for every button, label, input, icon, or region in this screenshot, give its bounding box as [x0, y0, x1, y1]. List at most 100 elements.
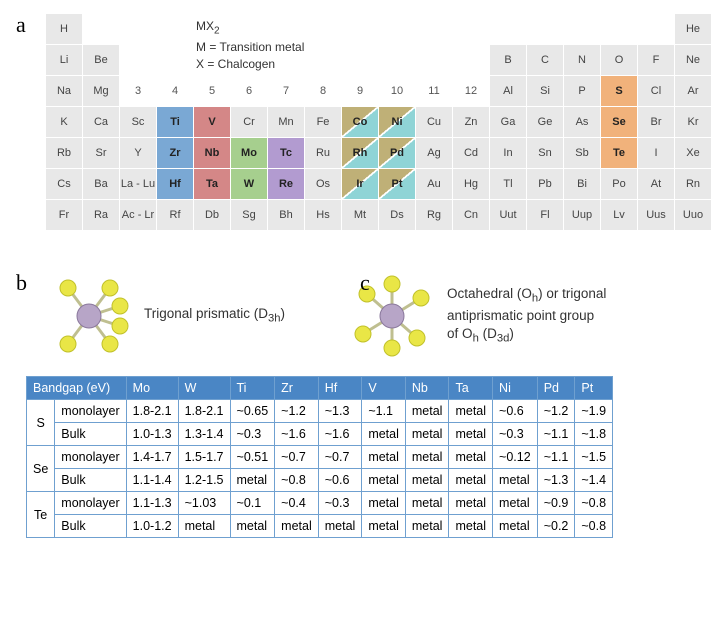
group-number: 6: [231, 76, 267, 106]
bg-row: Semonolayer1.4-1.71.5-1.7~0.51~0.7~0.7me…: [27, 446, 613, 469]
pt-cell-Ge: Ge: [527, 107, 563, 137]
bg-header-Hf: Hf: [318, 377, 362, 400]
bg-cell: 1.3-1.4: [178, 423, 230, 446]
pt-cell-Mo: Mo: [231, 138, 267, 168]
pt-cell-Ra: Ra: [83, 200, 119, 230]
group-number: 8: [305, 76, 341, 106]
bg-cell: ~0.12: [493, 446, 538, 469]
bg-cell: ~0.51: [230, 446, 275, 469]
pt-cell-Te: Te: [601, 138, 637, 168]
bg-layer: monolayer: [55, 492, 126, 515]
bg-cell: metal: [362, 492, 406, 515]
bg-cell: metal: [275, 515, 319, 538]
pt-cell-Br: Br: [638, 107, 674, 137]
bg-layer: Bulk: [55, 469, 126, 492]
bg-header-Ni: Ni: [493, 377, 538, 400]
bg-cell: ~1.2: [275, 400, 319, 423]
bg-layer: monolayer: [55, 400, 126, 423]
pt-empty: [453, 45, 489, 75]
geom-trigonal-prismatic: Trigonal prismatic (D3h): [46, 274, 285, 358]
pt-empty: [305, 45, 341, 75]
bg-cell: metal: [362, 423, 406, 446]
geometry-row: b c Trigonal prismatic (D3h): [10, 274, 715, 358]
pt-cell-S: S: [601, 76, 637, 106]
bg-cell: metal: [178, 515, 230, 538]
bg-cell: ~0.4: [275, 492, 319, 515]
panel-a: a MX2 M = Transition metal X = Chalcogen…: [10, 14, 715, 260]
label-b: b: [16, 270, 27, 296]
pt-cell-Bi: Bi: [564, 169, 600, 199]
bg-header-Mo: Mo: [126, 377, 178, 400]
pt-cell-He: He: [675, 14, 711, 44]
pt-empty: [157, 45, 193, 75]
bg-cell: ~1.9: [575, 400, 613, 423]
pt-cell-Co: Co: [342, 107, 378, 137]
pt-cell-Y: Y: [120, 138, 156, 168]
pt-cell-Se: Se: [601, 107, 637, 137]
bg-cell: ~1.8: [575, 423, 613, 446]
bg-cell: metal: [449, 515, 493, 538]
bg-header-V: V: [362, 377, 406, 400]
pt-empty: [83, 14, 119, 44]
pt-cell-Hg: Hg: [453, 169, 489, 199]
pt-cell-Uus: Uus: [638, 200, 674, 230]
geom-octahedral: Octahedral (Oh) or trigonal antiprismati…: [349, 274, 606, 358]
pt-cell-Cu: Cu: [416, 107, 452, 137]
pt-cell-Ta: Ta: [194, 169, 230, 199]
bg-cell: ~0.3: [493, 423, 538, 446]
bg-cell: ~0.3: [230, 423, 275, 446]
pt-cell-B: B: [490, 45, 526, 75]
bg-cell: 1.0-1.2: [126, 515, 178, 538]
pt-cell-Fl: Fl: [527, 200, 563, 230]
bg-header-Zr: Zr: [275, 377, 319, 400]
pt-cell-Mn: Mn: [268, 107, 304, 137]
bg-cell: metal: [449, 446, 493, 469]
pt-empty: [157, 14, 193, 44]
pt-cell-Sb: Sb: [564, 138, 600, 168]
bg-cell: metal: [493, 492, 538, 515]
bg-cell: 1.8-2.1: [126, 400, 178, 423]
pt-cell-P: P: [564, 76, 600, 106]
bg-cell: ~1.1: [537, 423, 575, 446]
pt-cell-Sc: Sc: [120, 107, 156, 137]
bg-cell: metal: [449, 469, 493, 492]
pt-cell-Mg: Mg: [83, 76, 119, 106]
pt-cell-Re: Re: [268, 169, 304, 199]
bg-cell: ~1.3: [537, 469, 575, 492]
bg-cell: metal: [449, 492, 493, 515]
pt-cell-Ir: Ir: [342, 169, 378, 199]
pt-cell-C: C: [527, 45, 563, 75]
bg-row: Smonolayer1.8-2.11.8-2.1~0.65~1.2~1.3~1.…: [27, 400, 613, 423]
pt-cell-N: N: [564, 45, 600, 75]
pt-cell-As: As: [564, 107, 600, 137]
bg-cell: ~1.03: [178, 492, 230, 515]
pt-cell-La-Lu: La - Lu: [120, 169, 156, 199]
bg-cell: ~0.6: [318, 469, 362, 492]
pt-cell-Fr: Fr: [46, 200, 82, 230]
pt-cell-Cr: Cr: [231, 107, 267, 137]
bandgap-table: Bandgap (eV)MoWTiZrHfVNbTaNiPdPt Smonola…: [26, 376, 613, 538]
pt-cell-Rn: Rn: [675, 169, 711, 199]
pt-cell-Os: Os: [305, 169, 341, 199]
bg-cell: ~0.9: [537, 492, 575, 515]
pt-empty: [379, 14, 415, 44]
pt-empty: [342, 14, 378, 44]
bg-header-Ti: Ti: [230, 377, 275, 400]
group-number: 5: [194, 76, 230, 106]
bg-cell: metal: [405, 446, 449, 469]
bg-cell: metal: [449, 423, 493, 446]
pt-empty: [527, 14, 563, 44]
pt-cell-Ds: Ds: [379, 200, 415, 230]
bg-cell: ~1.4: [575, 469, 613, 492]
pt-cell-Ni: Ni: [379, 107, 415, 137]
pt-cell-Na: Na: [46, 76, 82, 106]
pt-cell-Sg: Sg: [231, 200, 267, 230]
pt-cell-Nb: Nb: [194, 138, 230, 168]
bg-cell: ~0.1: [230, 492, 275, 515]
pt-cell-Rb: Rb: [46, 138, 82, 168]
bg-cell: ~0.7: [275, 446, 319, 469]
pt-empty: [379, 45, 415, 75]
bg-cell: ~0.7: [318, 446, 362, 469]
geom-c-text: Octahedral (Oh) or trigonal antiprismati…: [447, 285, 606, 347]
pt-cell-K: K: [46, 107, 82, 137]
